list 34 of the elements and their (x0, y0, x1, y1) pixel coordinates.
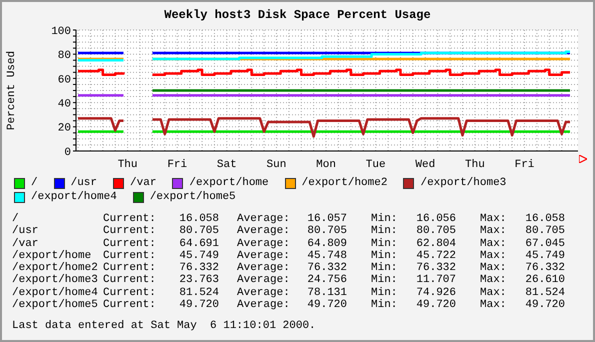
y-axis-title: Percent Used (6, 50, 18, 130)
text: /export/home3 Current: 23.763 Average: 24.756 Min: 11.707 Max: 26.610 (12, 274, 565, 286)
x-tick-label: Sun (266, 158, 286, 171)
y-tick-label: 80 (58, 50, 71, 62)
x-tick-label: Tue (366, 158, 386, 171)
y-tick-label: 40 (58, 98, 71, 111)
x-tick-label: Fri (167, 158, 188, 171)
chart-title: Weekly host3 Disk Space Percent Usage (163, 8, 432, 22)
legend-label: /usr (70, 177, 98, 189)
x-tick-label: Wed (415, 158, 436, 171)
text: /export/home4 Current: 81.524 Average: 78.131 Min: 74.926 Max: 81.524 (12, 286, 565, 299)
y-tick-label: 100 (51, 26, 71, 38)
text: Last data entered at Sat May 6 11:10:01 2000. (11, 319, 317, 332)
x-tick-label: Thu (465, 158, 485, 171)
y-tick-label: 20 (58, 122, 71, 135)
legend-label: /export/home4 (31, 191, 117, 203)
y-tick-label: 0 (64, 146, 71, 159)
legend-label: /export/home5 (150, 191, 236, 203)
legend-label: /export/home3 (420, 177, 506, 189)
x-tick-label: Mon (316, 158, 336, 171)
legend-label: /export/home (189, 177, 269, 189)
text: /usr Current: 80.705 Average: 80.705 Min: 80.705 Max: 80.705 (12, 225, 565, 238)
text: /export/home5 Current: 49.720 Average: 49.720 Min: 49.720 Max: 49.720 (12, 299, 565, 312)
text: /var Current: 64.691 Average: 64.809 Min: 62.804 Max: 67.045 (12, 238, 565, 250)
text: /export/home2 Current: 76.332 Average: 76.332 Min: 76.332 Max: 76.332 (12, 262, 565, 274)
legend-label: /var (130, 177, 156, 189)
legend-label: / (31, 177, 38, 189)
x-tick-label: Fri (514, 158, 535, 171)
text: /export/home Current: 45.749 Average: 45.748 Min: 45.722 Max: 45.749 (12, 250, 565, 262)
y-tick-label: 60 (58, 74, 71, 86)
x-tick-label: Sat (216, 158, 237, 171)
legend-label: /export/home2 (302, 177, 388, 189)
x-tick-label: Thu (118, 158, 138, 171)
text: / Current: 16.058 Average: 16.057 Min: 16.056 Max: 16.058 (12, 213, 565, 225)
